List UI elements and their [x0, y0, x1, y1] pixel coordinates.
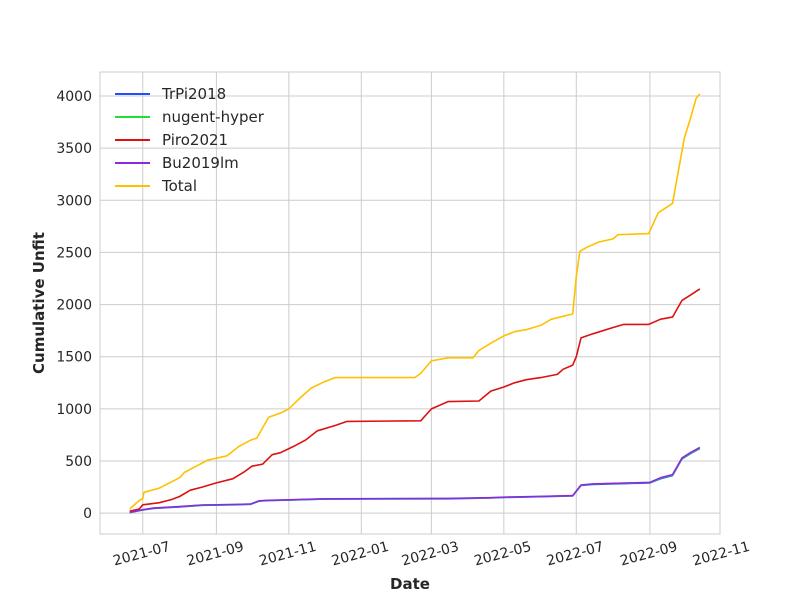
series-line-total: [129, 93, 701, 510]
x-axis-ticks: 2021-07 2021-09 2021-11 2022-01 2022-03 2022-…: [111, 539, 751, 570]
x-tick-label: 2021-11: [257, 539, 318, 570]
y-tick-label: 500: [65, 454, 92, 470]
series-line-bu2019lm: [129, 446, 701, 514]
x-axis-label: Date: [390, 575, 430, 593]
legend-label: TrPi2018: [161, 85, 226, 103]
x-tick-label: 2022-07: [545, 539, 606, 570]
x-tick-label: 2022-11: [691, 539, 752, 570]
y-axis-ticks: 0 500 1000 1500 2000 2500 3000 3500 4000: [56, 89, 92, 522]
x-tick-label: 2022-01: [330, 539, 391, 570]
series-line-piro2021: [129, 288, 701, 512]
series-layer: [129, 93, 701, 514]
y-tick-label: 1500: [56, 350, 92, 366]
y-tick-label: 2000: [56, 298, 92, 314]
y-tick-label: 2500: [56, 245, 92, 261]
y-axis-label: Cumulative Unfit: [30, 232, 48, 374]
legend-label: Bu2019lm: [162, 154, 239, 172]
x-tick-label: 2021-07: [111, 539, 172, 570]
grid: [100, 72, 720, 534]
legend-label: Total: [161, 177, 197, 195]
x-tick-label: 2022-09: [619, 539, 680, 570]
y-tick-label: 3000: [56, 193, 92, 209]
y-tick-label: 1000: [56, 402, 92, 418]
y-tick-label: 3500: [56, 141, 92, 157]
legend-label: nugent-hyper: [162, 108, 265, 126]
y-tick-label: 4000: [56, 89, 92, 105]
plot-frame: [99, 71, 721, 535]
plot-area: [100, 72, 720, 534]
legend: TrPi2018 nugent-hyper Piro2021 Bu2019lm Tota…: [115, 85, 265, 195]
legend-label: Piro2021: [162, 131, 228, 149]
x-tick-label: 2022-03: [400, 539, 461, 570]
x-tick-label: 2022-05: [472, 539, 533, 570]
x-tick-label: 2021-09: [185, 539, 246, 570]
y-tick-label: 0: [83, 506, 92, 522]
